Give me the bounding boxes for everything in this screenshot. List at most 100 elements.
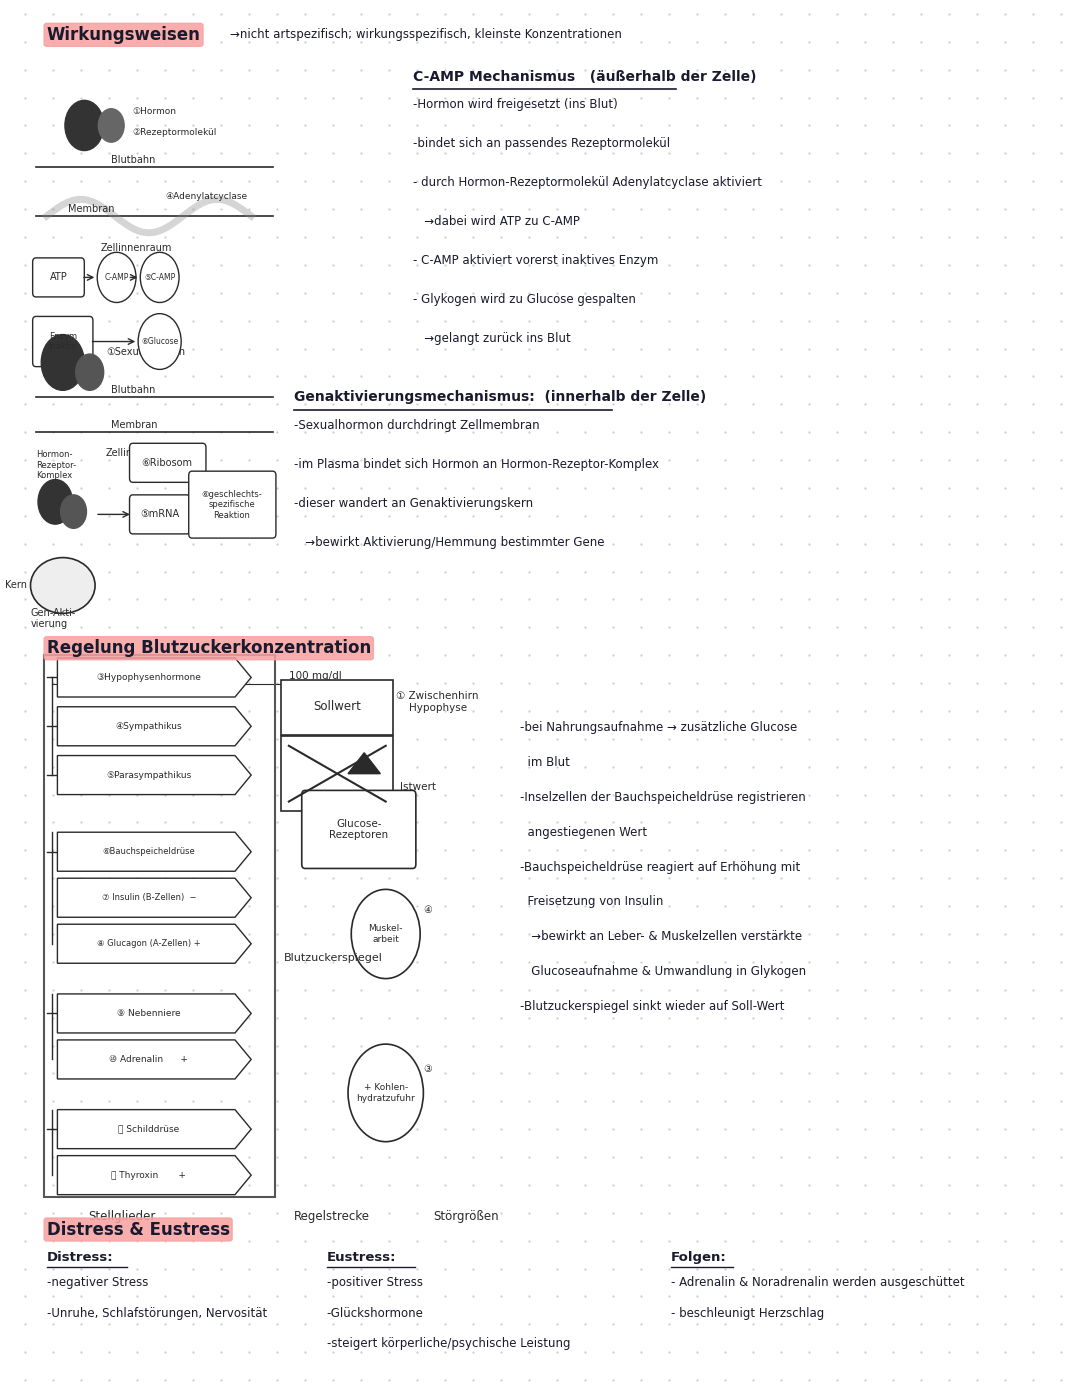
Text: →bewirkt an Leber- & Muskelzellen verstärkte: →bewirkt an Leber- & Muskelzellen verstä… bbox=[521, 930, 802, 944]
Polygon shape bbox=[57, 1156, 252, 1195]
Text: Glucoseaufnahme & Umwandlung in Glykogen: Glucoseaufnahme & Umwandlung in Glykogen bbox=[521, 965, 807, 979]
Polygon shape bbox=[57, 707, 252, 746]
Text: Genaktivierungsmechanismus:  (innerhalb der Zelle): Genaktivierungsmechanismus: (innerhalb d… bbox=[294, 390, 706, 404]
Text: ①Sexualhormon: ①Sexualhormon bbox=[106, 347, 185, 357]
Text: Regelstrecke: Regelstrecke bbox=[294, 1210, 369, 1223]
Text: ⑥Glucose: ⑥Glucose bbox=[141, 337, 178, 346]
Text: - durch Hormon-Rezeptormolekül Adenylatcyclase aktiviert: - durch Hormon-Rezeptormolekül Adenylatc… bbox=[413, 176, 761, 190]
Text: ⑥Bauchspeicheldrüse: ⑥Bauchspeicheldrüse bbox=[103, 848, 195, 856]
Text: -Hormon wird freigesetzt (ins Blut): -Hormon wird freigesetzt (ins Blut) bbox=[413, 98, 618, 112]
Text: Distress:: Distress: bbox=[46, 1250, 113, 1264]
Text: Muskel-
arbeit: Muskel- arbeit bbox=[368, 924, 403, 944]
Text: ⑪ Schilddrüse: ⑪ Schilddrüse bbox=[119, 1125, 179, 1133]
Text: C-AMP Mechanismus   (äußerhalb der Zelle): C-AMP Mechanismus (äußerhalb der Zelle) bbox=[413, 70, 756, 84]
Text: angestiegenen Wert: angestiegenen Wert bbox=[521, 825, 647, 839]
Text: →gelangt zurück ins Blut: →gelangt zurück ins Blut bbox=[413, 332, 570, 346]
Polygon shape bbox=[57, 832, 252, 871]
Text: Blutbahn: Blutbahn bbox=[111, 155, 156, 164]
Text: Distress & Eustress: Distress & Eustress bbox=[46, 1221, 230, 1238]
Text: - beschleunigt Herzschlag: - beschleunigt Herzschlag bbox=[671, 1306, 824, 1320]
Text: Freisetzung von Insulin: Freisetzung von Insulin bbox=[521, 895, 663, 909]
Circle shape bbox=[140, 252, 179, 302]
FancyBboxPatch shape bbox=[189, 471, 275, 538]
FancyBboxPatch shape bbox=[130, 495, 190, 534]
FancyBboxPatch shape bbox=[281, 680, 393, 735]
Text: -Unruhe, Schlafstörungen, Nervosität: -Unruhe, Schlafstörungen, Nervosität bbox=[46, 1306, 267, 1320]
Circle shape bbox=[351, 889, 420, 979]
Circle shape bbox=[138, 314, 181, 369]
Text: Membran: Membran bbox=[111, 420, 158, 429]
Text: -Bauchspeicheldrüse reagiert auf Erhöhung mit: -Bauchspeicheldrüse reagiert auf Erhöhun… bbox=[521, 860, 800, 874]
Text: ③Hypophysenhormone: ③Hypophysenhormone bbox=[96, 673, 201, 682]
Polygon shape bbox=[57, 924, 252, 963]
Text: -Sexualhormon durchdringt Zellmembran: -Sexualhormon durchdringt Zellmembran bbox=[294, 418, 540, 432]
Text: Zellinnenraum: Zellinnenraum bbox=[106, 447, 177, 457]
Text: ① Zwischenhirn
    Hypophyse: ① Zwischenhirn Hypophyse bbox=[396, 691, 478, 712]
Text: ②Rezeptormolekül: ②Rezeptormolekül bbox=[133, 128, 217, 137]
Text: Zellinnenraum: Zellinnenraum bbox=[100, 243, 172, 252]
Text: -negativer Stress: -negativer Stress bbox=[46, 1276, 148, 1289]
Text: 100 mg/dl: 100 mg/dl bbox=[288, 671, 341, 680]
Text: Istwert: Istwert bbox=[400, 782, 435, 792]
Text: Regelung Blutzuckerkonzentration: Regelung Blutzuckerkonzentration bbox=[46, 640, 370, 657]
Circle shape bbox=[38, 480, 72, 524]
Polygon shape bbox=[57, 1040, 252, 1079]
Text: →dabei wird ATP zu C-AMP: →dabei wird ATP zu C-AMP bbox=[413, 215, 580, 229]
Text: ④: ④ bbox=[423, 905, 432, 914]
Text: im Blut: im Blut bbox=[521, 756, 570, 769]
Text: Blutzuckerspiegel: Blutzuckerspiegel bbox=[283, 952, 382, 963]
Text: -positiver Stress: -positiver Stress bbox=[326, 1276, 422, 1289]
Text: Regler: Regler bbox=[321, 810, 354, 820]
Text: Sollwert: Sollwert bbox=[313, 700, 361, 714]
Text: -bindet sich an passendes Rezeptormolekül: -bindet sich an passendes Rezeptormolekü… bbox=[413, 137, 670, 151]
FancyBboxPatch shape bbox=[281, 736, 393, 811]
Text: ③: ③ bbox=[423, 1064, 432, 1073]
Text: -Blutzuckerspiegel sinkt wieder auf Soll-Wert: -Blutzuckerspiegel sinkt wieder auf Soll… bbox=[521, 999, 785, 1013]
Text: ④Adenylatcyclase: ④Adenylatcyclase bbox=[165, 192, 247, 201]
Text: - C-AMP aktiviert vorerst inaktives Enzym: - C-AMP aktiviert vorerst inaktives Enzy… bbox=[413, 254, 658, 268]
Text: Kern: Kern bbox=[5, 580, 27, 591]
Circle shape bbox=[98, 109, 124, 142]
Text: ⑤Parasympathikus: ⑤Parasympathikus bbox=[106, 771, 191, 779]
Text: -im Plasma bindet sich Hormon an Hormon-Rezeptor-Komplex: -im Plasma bindet sich Hormon an Hormon-… bbox=[294, 457, 659, 471]
Text: ⑤mRNA: ⑤mRNA bbox=[140, 509, 179, 520]
Text: Blutbahn: Blutbahn bbox=[111, 385, 156, 395]
Text: - Glykogen wird zu Glucose gespalten: - Glykogen wird zu Glucose gespalten bbox=[413, 293, 635, 307]
Text: Störgrößen: Störgrößen bbox=[434, 1210, 499, 1223]
Polygon shape bbox=[57, 1110, 252, 1149]
Text: ④Sympathikus: ④Sympathikus bbox=[116, 722, 183, 730]
Polygon shape bbox=[57, 994, 252, 1033]
Text: Wirkungsweisen: Wirkungsweisen bbox=[46, 26, 201, 43]
Text: Glucose-
Rezeptoren: Glucose- Rezeptoren bbox=[329, 818, 389, 841]
Text: Enzym
inaktiv: Enzym inaktiv bbox=[49, 332, 77, 351]
Text: C-AMP: C-AMP bbox=[105, 273, 129, 282]
Text: -Inselzellen der Bauchspeicheldrüse registrieren: -Inselzellen der Bauchspeicheldrüse regi… bbox=[521, 790, 806, 804]
Text: ⑤C-AMP: ⑤C-AMP bbox=[144, 273, 175, 282]
Text: ⑧ Glucagon (A-Zellen) +: ⑧ Glucagon (A-Zellen) + bbox=[97, 940, 201, 948]
Text: ATP: ATP bbox=[50, 272, 67, 283]
Text: -steigert körperliche/psychische Leistung: -steigert körperliche/psychische Leistun… bbox=[326, 1337, 570, 1351]
Text: ⑥Ribosom: ⑥Ribosom bbox=[141, 457, 192, 468]
Circle shape bbox=[348, 1044, 423, 1142]
Text: Eustress:: Eustress: bbox=[326, 1250, 396, 1264]
Polygon shape bbox=[348, 753, 380, 774]
Circle shape bbox=[65, 100, 104, 151]
Circle shape bbox=[76, 354, 104, 390]
Circle shape bbox=[60, 495, 86, 528]
FancyBboxPatch shape bbox=[130, 443, 206, 482]
Text: -dieser wandert an Genaktivierungskern: -dieser wandert an Genaktivierungskern bbox=[294, 496, 534, 510]
Text: ⑥geschlechts-
spezifische
Reaktion: ⑥geschlechts- spezifische Reaktion bbox=[201, 489, 262, 520]
Text: + Kohlen-
hydratzufuhr: + Kohlen- hydratzufuhr bbox=[356, 1083, 415, 1103]
Text: ⑨ Nebenniere: ⑨ Nebenniere bbox=[117, 1009, 180, 1018]
Polygon shape bbox=[57, 878, 252, 917]
Text: ⑩ Adrenalin      +: ⑩ Adrenalin + bbox=[109, 1055, 188, 1064]
Text: Folgen:: Folgen: bbox=[671, 1250, 727, 1264]
Text: ⑦ Insulin (B-Zellen)  −: ⑦ Insulin (B-Zellen) − bbox=[102, 894, 197, 902]
Circle shape bbox=[97, 252, 136, 302]
Text: ⑫ Thyroxin       +: ⑫ Thyroxin + bbox=[111, 1171, 187, 1179]
Polygon shape bbox=[57, 658, 252, 697]
Text: -bei Nahrungsaufnahme → zusätzliche Glucose: -bei Nahrungsaufnahme → zusätzliche Gluc… bbox=[521, 721, 797, 735]
Polygon shape bbox=[57, 756, 252, 795]
Text: →nicht artspezifisch; wirkungsspezifisch, kleinste Konzentrationen: →nicht artspezifisch; wirkungsspezifisch… bbox=[230, 28, 621, 42]
Text: →bewirkt Aktivierung/Hemmung bestimmter Gene: →bewirkt Aktivierung/Hemmung bestimmter … bbox=[294, 535, 605, 549]
